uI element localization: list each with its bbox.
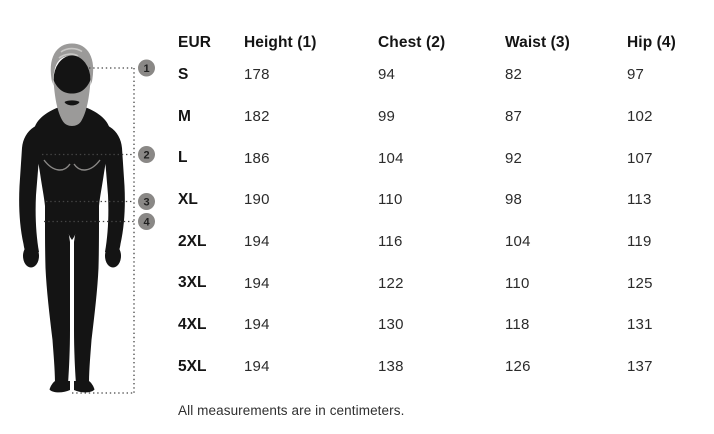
hip-value: 125 xyxy=(627,274,653,292)
marker-circle-4 xyxy=(138,213,155,230)
waist-value: 118 xyxy=(505,316,530,334)
body-silhouette xyxy=(19,92,125,393)
hip-value: 113 xyxy=(627,191,652,209)
waist-value: 110 xyxy=(505,274,530,292)
marker-3-label: 3 xyxy=(143,197,149,209)
height-value: 186 xyxy=(244,149,270,167)
hair xyxy=(50,43,94,84)
size-label: S xyxy=(178,65,189,83)
hip-value: 131 xyxy=(627,316,653,334)
chest-value: 130 xyxy=(378,316,404,334)
col-header-hip: Hip (4) xyxy=(627,34,676,51)
size-label: 3XL xyxy=(178,274,207,292)
table-row: 5XL 194 138 126 137 xyxy=(178,346,700,388)
waist-value: 82 xyxy=(505,66,523,84)
chest-value: 138 xyxy=(378,358,404,376)
hip-value: 97 xyxy=(627,66,645,84)
head xyxy=(50,43,94,126)
size-label: XL xyxy=(178,190,198,208)
mouth xyxy=(64,100,80,106)
chest-value: 110 xyxy=(378,191,403,209)
size-label: 2XL xyxy=(178,232,207,250)
marker-2-label: 2 xyxy=(143,150,149,162)
table-row: XL 190 110 98 113 xyxy=(178,179,700,221)
col-header-chest: Chest (2) xyxy=(378,34,446,51)
table-row: 3XL 194 122 110 125 xyxy=(178,262,700,304)
chest-value: 99 xyxy=(378,108,396,126)
hip-value: 102 xyxy=(627,108,653,126)
size-label: 4XL xyxy=(178,315,207,333)
chest-contour xyxy=(43,159,101,171)
height-value: 178 xyxy=(244,66,270,84)
footnote: All measurements are in centimeters. xyxy=(178,403,405,418)
height-value: 190 xyxy=(244,191,270,209)
col-header-waist: Waist (3) xyxy=(505,34,570,51)
waist-value: 92 xyxy=(505,149,523,167)
chest-value: 94 xyxy=(378,66,396,84)
measurement-lines xyxy=(42,67,135,394)
male-figure-diagram: 1 2 3 4 xyxy=(19,43,155,394)
waist-value: 104 xyxy=(505,233,531,251)
height-value: 194 xyxy=(244,233,270,251)
height-value: 194 xyxy=(244,316,270,334)
marker-4-label: 4 xyxy=(143,217,150,229)
col-header-height: Height (1) xyxy=(244,34,317,51)
table-body: S 178 94 82 97 M 182 99 87 102 L 186 104… xyxy=(178,54,700,388)
size-label: 5XL xyxy=(178,357,207,375)
marker-circle-3 xyxy=(138,193,155,210)
chest-value: 104 xyxy=(378,149,404,167)
waist-value: 87 xyxy=(505,108,523,126)
table-header: EUR Height (1) Chest (2) Waist (3) Hip (… xyxy=(178,29,700,57)
chest-value: 116 xyxy=(378,233,403,251)
table-row: M 182 99 87 102 xyxy=(178,96,700,138)
height-value: 194 xyxy=(244,274,270,292)
height-value: 194 xyxy=(244,358,270,376)
height-value: 182 xyxy=(244,108,270,126)
size-label: L xyxy=(178,149,188,167)
hair-highlight xyxy=(58,47,83,59)
table-row: L 186 104 92 107 xyxy=(178,137,700,179)
waist-value: 126 xyxy=(505,358,531,376)
hip-value: 119 xyxy=(627,233,652,251)
marker-circle-2 xyxy=(138,146,155,163)
size-label: M xyxy=(178,107,191,125)
marker-circle-1 xyxy=(138,59,155,77)
markers: 1 2 3 4 xyxy=(138,59,155,230)
col-header-eur: EUR xyxy=(178,34,212,51)
table-row: 4XL 194 130 118 131 xyxy=(178,304,700,346)
table-row: 2XL 194 116 104 119 xyxy=(178,221,700,263)
hip-value: 107 xyxy=(627,149,653,167)
waist-value: 98 xyxy=(505,191,523,209)
chest-value: 122 xyxy=(378,274,404,292)
hip-value: 137 xyxy=(627,358,653,376)
table-row: S 178 94 82 97 xyxy=(178,54,700,96)
marker-1-label: 1 xyxy=(143,63,149,75)
